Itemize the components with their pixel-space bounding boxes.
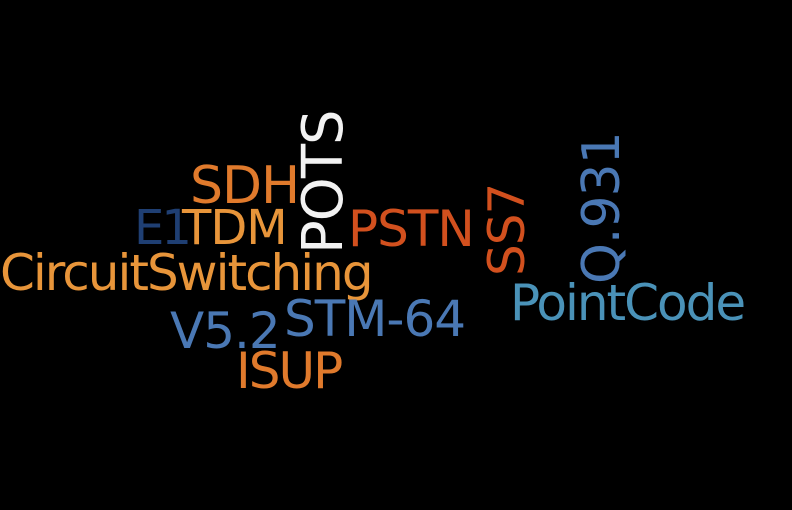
word-isup: ISUP: [236, 342, 343, 400]
word-circuit-switching: CircuitSwitching: [0, 244, 374, 302]
word-stm64: STM-64: [284, 290, 466, 348]
word-point-code: PointCode: [510, 274, 746, 332]
word-pstn: PSTN: [348, 200, 475, 258]
word-q931: Q.931: [572, 132, 632, 284]
word-pots: POTS: [291, 110, 356, 254]
word-e1: E1: [134, 200, 192, 256]
word-ss7: SS7: [478, 183, 536, 276]
word-tdm: TDM: [182, 200, 288, 256]
word-v52: V5.2: [170, 302, 281, 360]
word-sdh: SDH: [190, 156, 300, 216]
